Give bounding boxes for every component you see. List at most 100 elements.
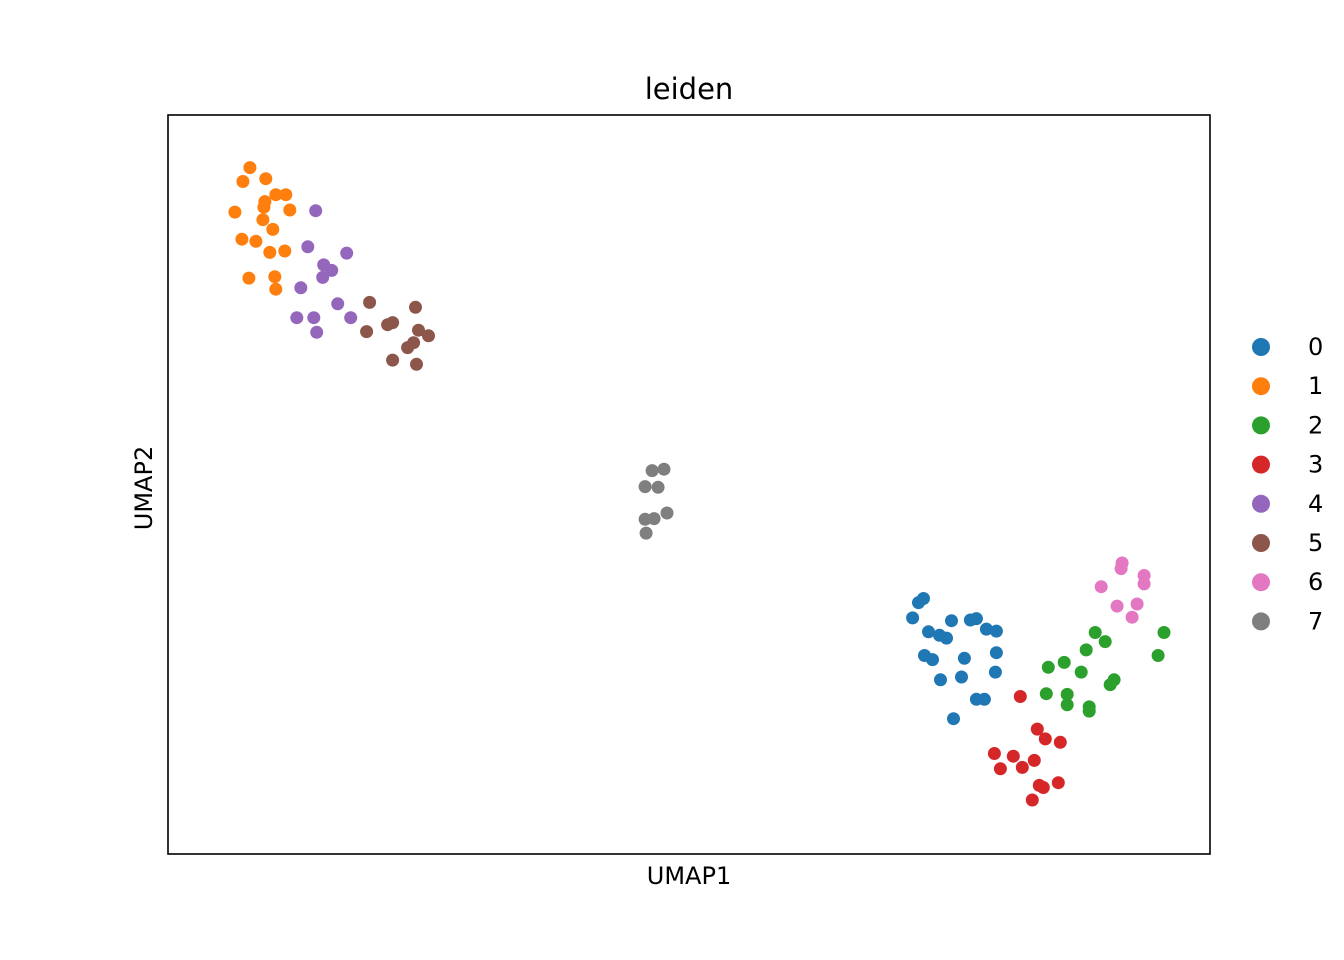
legend: 0 1 2 3 4 5 6 7 xyxy=(1252,333,1323,635)
point-cluster-5-4 xyxy=(412,323,425,337)
point-cluster-7-3 xyxy=(651,480,665,494)
point-cluster-3-5 xyxy=(1006,749,1020,763)
point-cluster-6-1 xyxy=(1114,562,1128,576)
point-cluster-4-11 xyxy=(310,325,324,339)
point-cluster-2-7 xyxy=(1074,665,1088,679)
point-cluster-0-0 xyxy=(906,611,920,625)
point-cluster-6-7 xyxy=(1125,610,1139,624)
point-cluster-1-11 xyxy=(235,232,249,246)
point-cluster-3-7 xyxy=(993,762,1007,776)
point-cluster-0-19 xyxy=(947,712,960,726)
point-cluster-0-16 xyxy=(989,646,1003,660)
point-cluster-2-2 xyxy=(1157,626,1171,639)
point-cluster-0-3 xyxy=(922,625,935,639)
legend-marker-0 xyxy=(1252,338,1270,356)
point-cluster-6-4 xyxy=(1094,580,1108,594)
point-cluster-4-8 xyxy=(290,311,304,325)
point-cluster-1-2 xyxy=(259,172,273,186)
point-cluster-0-13 xyxy=(926,653,939,667)
chart-title: leiden xyxy=(645,72,734,106)
point-cluster-3-3 xyxy=(1053,735,1067,749)
point-cluster-2-12 xyxy=(1060,698,1074,712)
point-cluster-1-14 xyxy=(278,244,292,258)
legend-label-0: 0 xyxy=(1308,333,1323,361)
point-cluster-3-4 xyxy=(987,747,1001,760)
point-cluster-6-6 xyxy=(1110,599,1124,613)
point-cluster-3-1 xyxy=(1030,722,1044,736)
point-cluster-1-12 xyxy=(249,234,263,248)
point-cluster-0-9 xyxy=(969,612,983,626)
point-cluster-4-6 xyxy=(294,281,308,295)
point-cluster-6-5 xyxy=(1130,597,1144,611)
point-cluster-7-2 xyxy=(638,480,652,494)
point-cluster-4-7 xyxy=(331,297,345,311)
point-cluster-7-7 xyxy=(639,526,653,540)
point-cluster-6-3 xyxy=(1137,577,1151,591)
point-cluster-5-5 xyxy=(360,325,374,339)
legend-label-4: 4 xyxy=(1308,490,1323,518)
legend-label-1: 1 xyxy=(1308,372,1323,400)
point-cluster-7-0 xyxy=(645,464,659,478)
point-cluster-0-11 xyxy=(989,624,1003,638)
point-cluster-1-16 xyxy=(268,270,282,284)
point-cluster-1-13 xyxy=(263,245,277,259)
point-cluster-7-4 xyxy=(660,506,674,520)
point-cluster-1-0 xyxy=(243,161,257,175)
legend-marker-7 xyxy=(1252,612,1270,631)
y-axis-label: UMAP2 xyxy=(130,446,158,530)
point-cluster-2-9 xyxy=(1103,678,1117,692)
point-cluster-2-14 xyxy=(1082,704,1096,718)
point-cluster-1-8 xyxy=(283,203,297,217)
point-cluster-5-1 xyxy=(409,300,422,314)
point-cluster-0-10 xyxy=(979,622,993,636)
point-cluster-3-11 xyxy=(1051,776,1065,790)
legend-label-6: 6 xyxy=(1308,568,1323,596)
point-cluster-0-17 xyxy=(988,665,1002,679)
legend-label-2: 2 xyxy=(1308,411,1323,439)
point-cluster-4-3 xyxy=(316,270,330,284)
point-cluster-2-3 xyxy=(1079,643,1093,657)
point-cluster-2-5 xyxy=(1057,655,1071,669)
point-cluster-4-0 xyxy=(309,204,323,218)
legend-marker-5 xyxy=(1252,534,1270,552)
point-cluster-3-10 xyxy=(1036,781,1050,794)
point-cluster-3-2 xyxy=(1038,732,1052,746)
point-cluster-0-8 xyxy=(957,651,971,665)
point-cluster-1-10 xyxy=(266,222,280,236)
legend-marker-1 xyxy=(1252,377,1270,396)
point-cluster-0-14 xyxy=(934,673,947,687)
point-cluster-4-2 xyxy=(340,246,354,260)
point-cluster-1-9 xyxy=(256,213,270,227)
point-cluster-4-5 xyxy=(325,263,339,277)
legend-marker-4 xyxy=(1252,494,1270,513)
point-cluster-4-1 xyxy=(301,240,315,254)
point-cluster-2-6 xyxy=(1041,660,1055,674)
point-cluster-3-12 xyxy=(1025,793,1039,807)
point-cluster-1-3 xyxy=(269,188,283,202)
scatter-points xyxy=(228,161,1171,807)
point-cluster-5-6 xyxy=(422,329,435,343)
point-cluster-4-10 xyxy=(344,311,358,325)
point-cluster-4-9 xyxy=(307,311,321,325)
plot-area-frame xyxy=(167,114,1211,855)
point-cluster-1-4 xyxy=(279,188,293,202)
point-cluster-3-8 xyxy=(1015,760,1029,774)
point-cluster-5-9 xyxy=(386,353,400,367)
point-cluster-0-6 xyxy=(940,631,953,645)
point-cluster-0-5 xyxy=(945,614,958,628)
point-cluster-5-10 xyxy=(410,357,423,371)
point-cluster-2-10 xyxy=(1039,687,1053,701)
point-cluster-0-2 xyxy=(912,596,925,610)
legend-label-7: 7 xyxy=(1308,607,1323,635)
point-cluster-3-6 xyxy=(1027,753,1041,767)
point-cluster-5-0 xyxy=(363,295,377,309)
x-axis-label: UMAP1 xyxy=(647,862,731,890)
point-cluster-5-8 xyxy=(401,341,415,355)
point-cluster-7-6 xyxy=(647,512,661,526)
legend-marker-6 xyxy=(1252,573,1270,592)
legend-marker-3 xyxy=(1252,455,1270,474)
point-cluster-5-3 xyxy=(381,318,395,332)
legend-marker-2 xyxy=(1252,416,1270,435)
point-cluster-0-20 xyxy=(977,692,991,706)
